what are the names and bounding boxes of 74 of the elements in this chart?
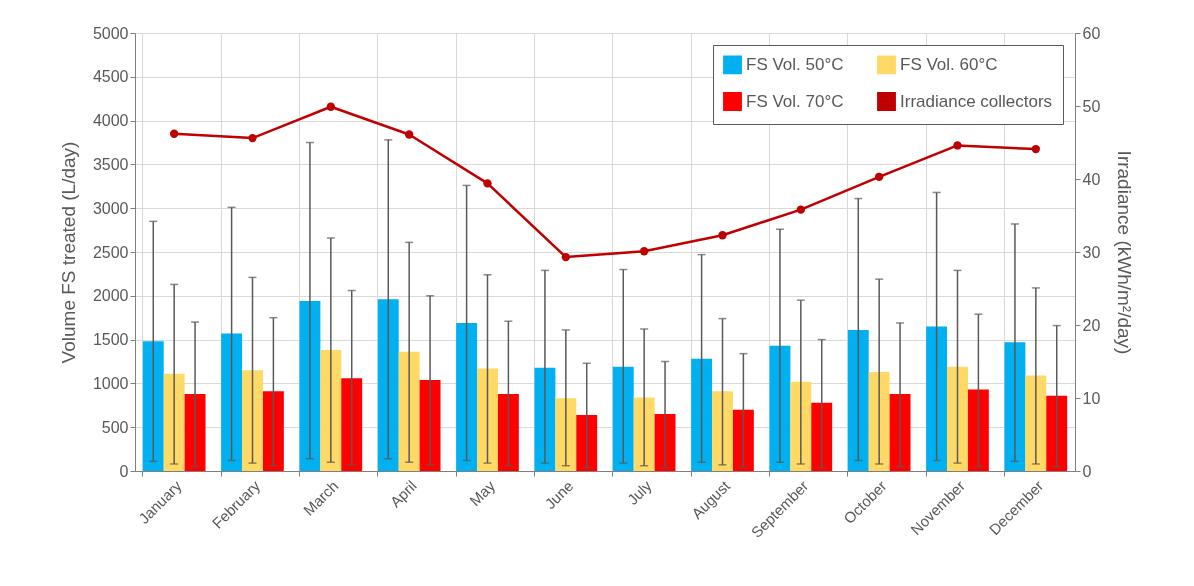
bar bbox=[221, 333, 243, 471]
bar bbox=[242, 370, 263, 471]
bar bbox=[691, 358, 713, 471]
bar bbox=[769, 345, 791, 471]
bar bbox=[712, 391, 733, 471]
bar bbox=[262, 391, 284, 471]
bar bbox=[341, 378, 363, 471]
point bbox=[483, 179, 492, 188]
y-tick-label: 2500 bbox=[92, 243, 129, 261]
legend-label: Irradiance collectors bbox=[900, 91, 1053, 111]
bar bbox=[497, 393, 519, 471]
point bbox=[404, 130, 414, 139]
bar bbox=[1046, 395, 1068, 471]
bar bbox=[320, 350, 342, 471]
y2-tick-label: 20 bbox=[1082, 316, 1101, 334]
y-tick-label: 1500 bbox=[92, 331, 129, 349]
bar bbox=[811, 402, 833, 471]
bar bbox=[576, 414, 598, 471]
bar bbox=[555, 398, 577, 471]
bar bbox=[163, 373, 185, 471]
bar bbox=[947, 366, 968, 471]
y2-tick-label: 60 bbox=[1082, 24, 1101, 42]
bar bbox=[1004, 342, 1026, 471]
point bbox=[639, 247, 649, 256]
bar bbox=[419, 379, 441, 471]
point bbox=[953, 141, 962, 150]
y2-tick-label: 10 bbox=[1082, 389, 1101, 407]
bar bbox=[889, 393, 911, 471]
bar bbox=[732, 409, 754, 471]
bar bbox=[967, 389, 989, 471]
point bbox=[326, 102, 336, 111]
y-tick-label: 2000 bbox=[92, 287, 129, 305]
point bbox=[1031, 144, 1041, 154]
bar bbox=[299, 301, 321, 471]
y-tick-label: 1000 bbox=[92, 374, 129, 392]
x-tick-label: May bbox=[466, 476, 499, 510]
bar bbox=[456, 322, 478, 471]
y-tick-label: 500 bbox=[101, 418, 129, 436]
y-tick-label: 4000 bbox=[92, 112, 129, 130]
bar bbox=[633, 397, 655, 471]
point bbox=[796, 205, 806, 214]
bar bbox=[790, 381, 812, 471]
bar bbox=[477, 368, 498, 471]
x-tick-label: July bbox=[623, 476, 656, 508]
y-tick-label: 5000 bbox=[92, 24, 129, 42]
bar bbox=[377, 299, 399, 471]
y-tick-label: 0 bbox=[119, 462, 129, 480]
point bbox=[248, 133, 257, 143]
y-tick-label: 4500 bbox=[92, 68, 129, 86]
y-tick-label: 3500 bbox=[92, 155, 129, 173]
y2-tick-label: 0 bbox=[1082, 462, 1092, 480]
legend-label: FS Vol. 60°C bbox=[900, 54, 998, 74]
y-axis-title: Volume FS treated (L/day) bbox=[57, 141, 79, 364]
bar bbox=[1025, 375, 1047, 471]
point bbox=[561, 252, 571, 262]
bar bbox=[184, 393, 206, 471]
bar bbox=[654, 414, 676, 471]
legend-label: FS Vol. 50°C bbox=[746, 54, 844, 74]
point bbox=[169, 129, 179, 138]
y2-tick-label: 30 bbox=[1082, 243, 1101, 261]
bar bbox=[926, 326, 948, 471]
bar bbox=[142, 341, 164, 471]
y2-tick-label: 50 bbox=[1082, 97, 1101, 115]
y-tick-label: 3000 bbox=[92, 199, 129, 217]
bar bbox=[534, 367, 556, 471]
point bbox=[874, 172, 884, 181]
legend-label: FS Vol. 70°C bbox=[746, 91, 844, 111]
bar bbox=[847, 329, 869, 471]
point bbox=[718, 231, 727, 240]
bar bbox=[398, 351, 420, 471]
bar bbox=[868, 372, 890, 471]
y2-axis-title: Irradiance (kWh/m²/day) bbox=[1114, 150, 1136, 355]
y2-tick-label: 40 bbox=[1082, 170, 1101, 188]
bar bbox=[612, 366, 634, 471]
